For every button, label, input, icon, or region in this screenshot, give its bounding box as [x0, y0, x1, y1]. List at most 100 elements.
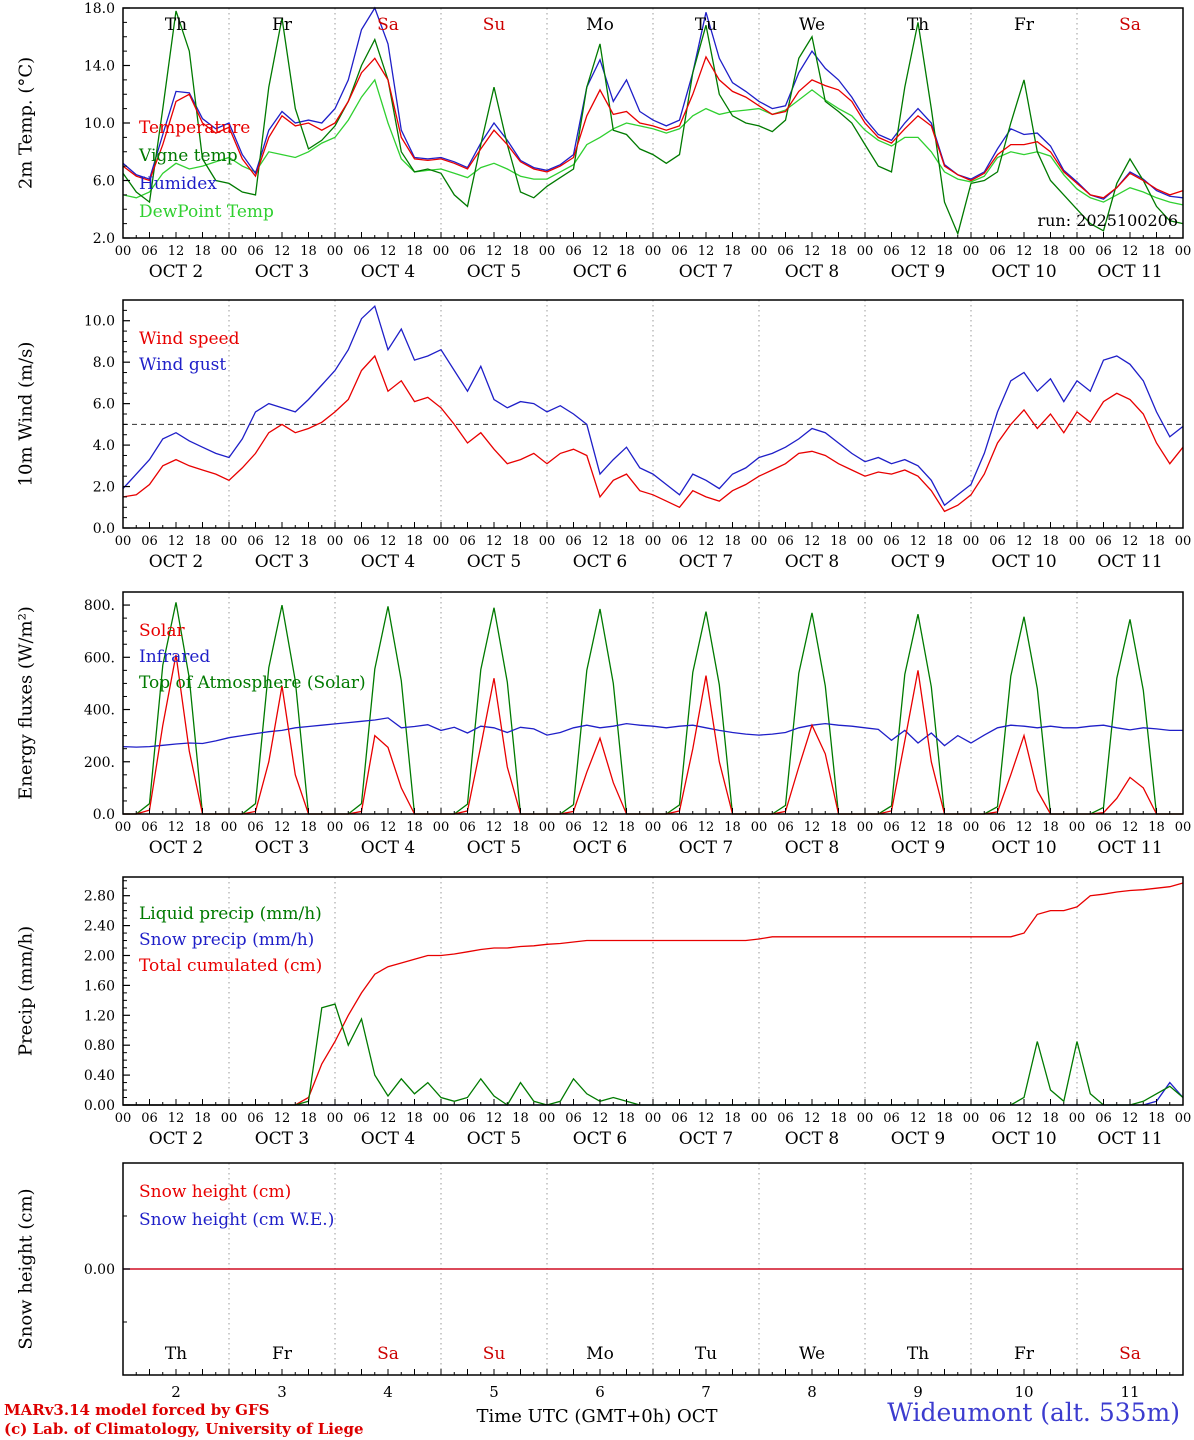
- date-label: OCT 10: [991, 552, 1056, 572]
- hour-label: 00: [327, 534, 344, 549]
- hour-label: 12: [1016, 820, 1033, 835]
- hour-label: 06: [353, 534, 370, 549]
- hour-label: 12: [380, 820, 397, 835]
- date-label: OCT 7: [679, 1129, 734, 1149]
- hour-label: 00: [221, 820, 238, 835]
- series-temperature: [122, 55, 1184, 199]
- run-label: run: 2025100206: [1037, 211, 1178, 230]
- hour-label: 06: [565, 820, 582, 835]
- hour-label: 00: [645, 1111, 662, 1126]
- hour-label: 12: [1016, 244, 1033, 259]
- series-vigne-temp: [122, 10, 1184, 236]
- hour-label: 12: [804, 1111, 821, 1126]
- hour-label: 18: [194, 534, 211, 549]
- hour-label: 18: [936, 1111, 953, 1126]
- hour-label: 18: [406, 534, 423, 549]
- y-tick-label: 600.: [84, 650, 115, 666]
- weekday-label: We: [799, 1344, 825, 1364]
- hour-label: 06: [353, 244, 370, 259]
- hour-label: 18: [512, 534, 529, 549]
- legend-vigne-temp: Vigne temp: [138, 146, 238, 166]
- y-tick-label: 0.40: [84, 1068, 115, 1084]
- weekday-label: Fr: [1014, 1344, 1035, 1364]
- hour-label: 12: [380, 534, 397, 549]
- hour-label: 00: [327, 1111, 344, 1126]
- y-tick-label: 18.0: [84, 1, 115, 17]
- hour-label: 06: [1095, 1111, 1112, 1126]
- hour-label: 12: [592, 820, 609, 835]
- date-label: OCT 9: [891, 838, 946, 858]
- date-label: OCT 11: [1097, 1129, 1162, 1149]
- date-label: OCT 11: [1097, 838, 1162, 858]
- snow-panel: 0.00 Th Fr Sa Su Mo Tu We Th Fr Sa 2 3 4 5 6 7 8 9 10 11 Snow…: [84, 1162, 1184, 1401]
- hour-label: 18: [724, 244, 741, 259]
- hour-label: 00: [751, 1111, 768, 1126]
- hour-label: 00: [1175, 1111, 1192, 1126]
- hour-label: 12: [274, 244, 291, 259]
- day-number-label: 4: [383, 1383, 393, 1401]
- energy-panel: 0.0 200. 400. 600. 800. 00 06 12 18 00 06 12 18 00 06 1…: [84, 591, 1192, 858]
- y-tick-label: 0.80: [84, 1038, 115, 1054]
- hour-label: 00: [857, 534, 874, 549]
- hour-label: 00: [115, 1111, 132, 1126]
- legend-temperature: Temperature: [139, 118, 250, 138]
- hour-label: 18: [618, 244, 635, 259]
- panel-frame: [122, 299, 1184, 529]
- day-number-label: 5: [489, 1383, 499, 1401]
- hour-label: 06: [777, 820, 794, 835]
- date-label: OCT 8: [785, 838, 840, 858]
- legend-humidex: Humidex: [139, 174, 217, 194]
- date-label: OCT 7: [679, 262, 734, 282]
- hour-label: 00: [221, 244, 238, 259]
- date-label: OCT 3: [255, 1129, 310, 1149]
- hour-label: 12: [168, 244, 185, 259]
- weekday-label: Th: [907, 15, 929, 35]
- hour-label: 06: [459, 1111, 476, 1126]
- credit-lab: (c) Lab. of Climatology, University of L…: [4, 1420, 364, 1438]
- hour-label: 18: [830, 534, 847, 549]
- hour-label: 06: [671, 534, 688, 549]
- date-label: OCT 5: [467, 552, 522, 572]
- date-label: OCT 6: [573, 838, 628, 858]
- y-tick-label: 10.0: [84, 314, 115, 330]
- hour-label: 18: [1042, 244, 1059, 259]
- weekday-label: Fr: [272, 15, 293, 35]
- y-tick-label: 0.00: [84, 1262, 115, 1278]
- hour-label: 12: [804, 534, 821, 549]
- hour-label: 12: [910, 534, 927, 549]
- hour-label: 00: [327, 820, 344, 835]
- hour-label: 06: [141, 244, 158, 259]
- day-number-label: 3: [277, 1383, 287, 1401]
- weekday-label: Tu: [695, 15, 717, 35]
- weekday-label: We: [799, 15, 825, 35]
- hour-label: 06: [777, 534, 794, 549]
- hour-label: 18: [1148, 1111, 1165, 1126]
- hour-label: 12: [804, 244, 821, 259]
- y-tick-label: 4.0: [93, 438, 115, 454]
- temperature-panel: 2.0 6.0 10.0 14.0 18.0 00 06 12 18 00 06 12 18 00 06 12…: [84, 1, 1191, 282]
- y-axis-label-temperature: 2m Temp. (°C): [15, 56, 37, 190]
- y-tick-label: 200.: [84, 755, 115, 771]
- weekday-label: Th: [907, 1344, 929, 1364]
- day-number-label: 11: [1120, 1383, 1139, 1401]
- hour-label: 18: [512, 820, 529, 835]
- hour-label: 12: [592, 1111, 609, 1126]
- date-label: OCT 4: [361, 838, 416, 858]
- weekday-label: Su: [483, 1344, 506, 1364]
- hour-label: 06: [247, 820, 264, 835]
- y-tick-label: 10.0: [84, 116, 115, 132]
- hour-label: 18: [300, 1111, 317, 1126]
- hour-label: 18: [1042, 534, 1059, 549]
- hour-label: 18: [936, 534, 953, 549]
- hour-label: 18: [512, 244, 529, 259]
- hour-label: 12: [910, 1111, 927, 1126]
- day-number-label: 2: [171, 1383, 181, 1401]
- hour-label: 18: [1148, 244, 1165, 259]
- hour-label: 00: [539, 820, 556, 835]
- legend-snow-precip-mm-h: Snow precip (mm/h): [139, 930, 314, 950]
- hour-label: 06: [989, 820, 1006, 835]
- weekday-label: Mo: [586, 1344, 614, 1364]
- hour-label: 00: [1175, 820, 1192, 835]
- precip-panel: 0.00 0.40 0.80 1.20 1.60 2.00 2.40 2.80 00 06 12 18…: [84, 876, 1192, 1149]
- date-label: OCT 6: [573, 1129, 628, 1149]
